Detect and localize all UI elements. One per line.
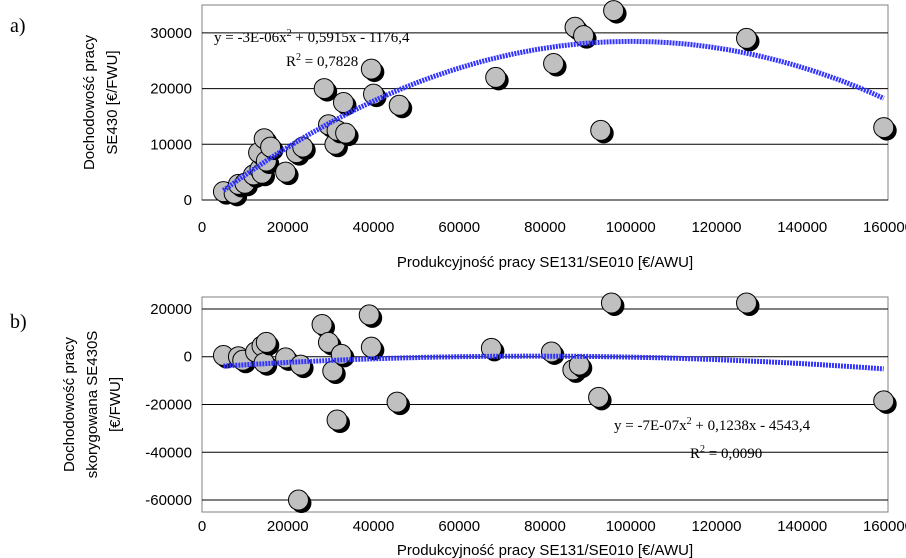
point-marker	[873, 390, 895, 412]
x-tick-label: 0	[198, 219, 206, 236]
y-axis-title: SE430 [€/FWU]	[104, 50, 121, 154]
x-tick-label: 20000	[267, 518, 309, 535]
point-marker	[313, 78, 335, 100]
data-point	[588, 386, 612, 411]
y-axis-title: Dochodowość pracy	[61, 336, 78, 472]
data-point	[388, 94, 413, 119]
data-point	[736, 27, 760, 52]
point-marker	[360, 58, 382, 80]
data-point	[360, 58, 385, 83]
x-tick-label: 80000	[524, 518, 566, 535]
point-marker	[388, 94, 410, 116]
scatter-series	[212, 0, 897, 207]
x-tick-label: 120000	[691, 518, 741, 535]
x-tick-label: 160000	[863, 518, 906, 535]
data-point	[873, 390, 897, 414]
x-tick-label: 0	[198, 518, 206, 535]
data-point	[590, 119, 614, 144]
point-marker	[600, 292, 622, 314]
point-marker	[290, 354, 312, 376]
x-tick-label: 140000	[777, 518, 827, 535]
point-marker	[603, 0, 625, 22]
point-marker	[358, 304, 380, 326]
y-tick-label: 0	[184, 192, 192, 209]
point-marker	[568, 354, 590, 376]
y-axis-title: [€/FWU]	[107, 377, 124, 432]
y-tick-label: 20000	[150, 81, 192, 98]
point-marker	[326, 409, 348, 431]
data-point	[360, 336, 385, 361]
data-point	[313, 78, 338, 102]
data-point	[600, 292, 625, 316]
data-point	[603, 0, 627, 24]
trend-equation: y = -3E-06x2 + 0,5915x - 1176,4	[214, 28, 410, 46]
data-point	[326, 409, 351, 434]
x-axis-title: Produkcyjność pracy SE131/SE010 [€/AWU]	[397, 254, 693, 271]
x-tick-label: 100000	[606, 518, 656, 535]
data-point	[736, 292, 760, 316]
data-point	[335, 122, 359, 147]
trend-path	[221, 38, 885, 193]
y-axis-title: skorygowana SE430S	[84, 331, 101, 479]
y-tick-label: 30000	[150, 25, 192, 42]
r-squared: R2 = 0,0090	[690, 444, 762, 462]
point-marker	[335, 122, 357, 144]
x-tick-label: 140000	[777, 219, 827, 236]
point-marker	[287, 489, 309, 511]
point-marker	[873, 117, 895, 139]
r-squared: R2 = 0,7828	[286, 52, 358, 70]
chart-a: a) 0 10000 20000 30000 0 20000 40000 60000 80000 1…	[10, 0, 906, 271]
trend-equation: y = -7E-07x2 + 0,1238x - 4543,4	[614, 416, 811, 434]
y-tick-label: -20000	[145, 397, 192, 414]
x-tick-label: 120000	[691, 219, 741, 236]
x-tick-label: 100000	[606, 219, 656, 236]
y-tick-label: -40000	[145, 444, 192, 461]
point-marker	[485, 66, 507, 88]
point-marker	[311, 313, 333, 335]
point-marker	[590, 119, 612, 141]
data-point	[485, 66, 509, 91]
data-point	[386, 391, 411, 416]
point-marker	[255, 331, 277, 353]
point-marker	[275, 161, 297, 183]
x-tick-label: 20000	[267, 219, 309, 236]
y-axis-title: Dochodowość pracy	[81, 34, 98, 170]
trend-line	[221, 38, 885, 193]
x-tick-label: 40000	[353, 518, 395, 535]
x-tick-label: 160000	[863, 219, 906, 236]
y-tick-label: 10000	[150, 136, 192, 153]
data-point	[255, 331, 280, 356]
x-tick-label: 40000	[353, 219, 395, 236]
trend-path	[223, 353, 884, 372]
plot-area	[201, 4, 889, 201]
point-marker	[736, 27, 758, 49]
data-point	[543, 53, 567, 77]
data-point	[358, 304, 383, 328]
data-point	[332, 92, 357, 116]
point-marker	[260, 136, 282, 158]
x-tick-label: 80000	[524, 219, 566, 236]
panel-label: a)	[10, 15, 26, 37]
point-marker	[360, 336, 382, 358]
y-tick-label: 0	[184, 349, 192, 366]
point-marker	[332, 92, 354, 113]
point-marker	[386, 391, 408, 413]
trend-line	[223, 353, 884, 372]
data-point	[568, 354, 593, 379]
x-tick-label: 60000	[438, 219, 480, 236]
data-point	[275, 161, 299, 186]
point-marker	[736, 292, 758, 314]
data-point	[873, 117, 897, 141]
point-marker	[588, 386, 610, 408]
y-tick-label: 20000	[150, 301, 192, 318]
point-marker	[543, 53, 565, 74]
chart-b: b) 20000 0 -20000 -40000 -60000 0 20000 40000 600…	[10, 292, 906, 558]
x-axis-title: Produkcyjność pracy SE131/SE010 [€/AWU]	[397, 542, 693, 558]
x-tick-label: 60000	[438, 518, 480, 535]
data-point	[287, 489, 312, 514]
y-tick-label: -60000	[145, 492, 192, 509]
panel-label: b)	[10, 311, 27, 333]
point-marker	[540, 341, 562, 363]
